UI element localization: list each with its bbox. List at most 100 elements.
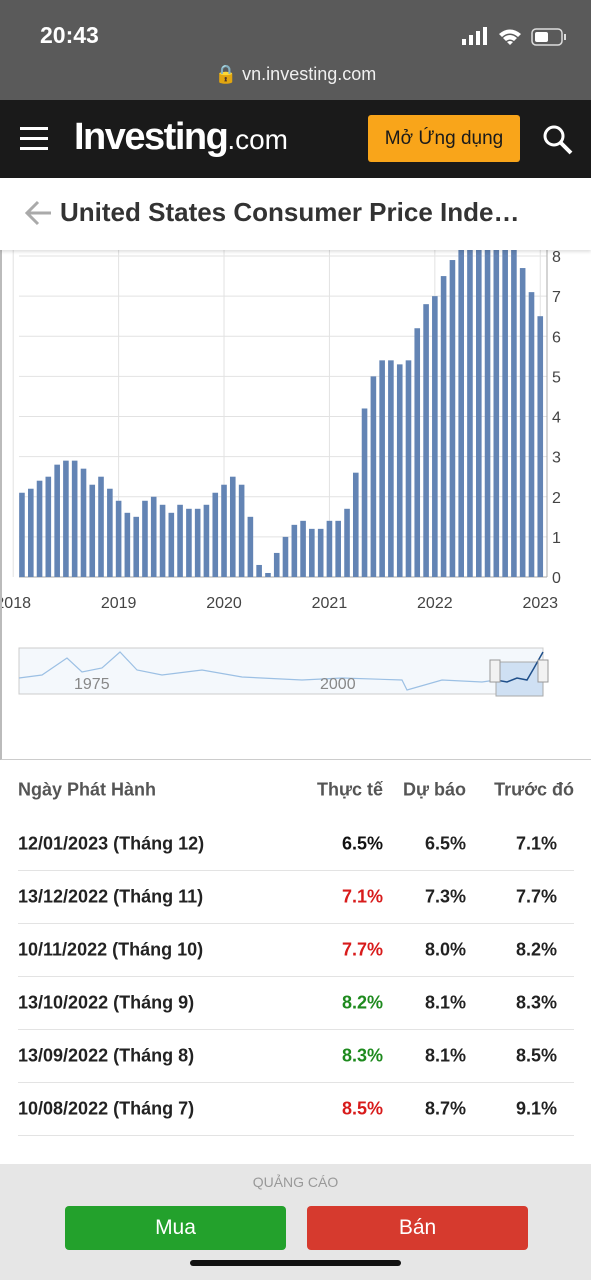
open-app-button[interactable]: Mở Ứng dụng <box>368 115 520 162</box>
bar <box>414 328 421 577</box>
y-tick-label: 4 <box>552 410 561 427</box>
navigator-handle <box>537 659 549 683</box>
date-cell: 13/12/2022 (Tháng 11) <box>18 886 204 907</box>
value-cell: 8.2% <box>341 992 383 1013</box>
value-cell: 7.7% <box>341 939 383 960</box>
table-row: 13/12/2022 (Tháng 11) 7.1% 7.3% 7.7% <box>18 871 574 924</box>
value-cell: 8.5% <box>515 1045 557 1066</box>
value-cell: 8.1% <box>424 1045 466 1066</box>
y-tick-label: 3 <box>552 450 561 467</box>
bar <box>28 488 34 577</box>
home-indicator <box>190 1260 401 1266</box>
bar <box>150 496 157 577</box>
bars <box>19 250 544 577</box>
bar <box>238 484 245 577</box>
bar <box>45 476 52 577</box>
logo-suffix: .com <box>227 124 288 155</box>
y-tick-label: 1 <box>552 530 561 547</box>
table-row: 10/11/2022 (Tháng 10) 7.7% 8.0% 8.2% <box>18 924 574 977</box>
bar <box>229 476 236 577</box>
back-arrow[interactable] <box>24 200 52 226</box>
navigator-label: 1975 <box>74 676 110 693</box>
table-row: 10/08/2022 (Tháng 7) 8.5% 8.7% 9.1% <box>18 1083 574 1136</box>
bar <box>221 484 227 577</box>
bar <box>300 520 306 577</box>
bar <box>89 484 96 577</box>
bar <box>168 512 175 577</box>
value-cell: 7.1% <box>515 833 557 854</box>
bar <box>63 460 69 577</box>
bar <box>194 508 201 577</box>
column-header: Ngày Phát Hành <box>18 779 157 800</box>
navigator-label: 2000 <box>320 676 356 693</box>
value-cell: 8.7% <box>424 1098 466 1119</box>
bar <box>396 364 403 577</box>
bar <box>423 304 429 577</box>
y-tick-label: 0 <box>552 570 561 587</box>
bar <box>159 504 166 577</box>
logo[interactable]: Investing.com <box>74 116 288 159</box>
url-text: vn.investing.com <box>242 64 377 84</box>
logo-text: Investing <box>74 116 229 158</box>
bar <box>71 460 78 577</box>
url[interactable]: 🔒 vn.investing.com <box>214 64 377 84</box>
value-cell: 8.3% <box>515 992 557 1013</box>
x-tick-label: 2021 <box>312 595 348 612</box>
bar <box>326 520 333 577</box>
date-cell: 10/08/2022 (Tháng 7) <box>18 1098 195 1119</box>
sell-button[interactable]: Bán <box>307 1206 528 1250</box>
bar <box>212 492 219 577</box>
date-cell: 13/09/2022 (Tháng 8) <box>18 1045 195 1066</box>
menu-icon[interactable] <box>20 127 50 151</box>
status-bar: 20:43 🔒 vn.investing.com <box>0 0 591 100</box>
y-tick-label: 6 <box>552 329 561 346</box>
bar <box>528 292 535 577</box>
bar <box>475 250 482 577</box>
column-header: Thực tế <box>316 779 383 800</box>
bar <box>344 508 350 577</box>
bar <box>335 520 341 577</box>
bar <box>388 360 394 577</box>
bar <box>493 250 500 577</box>
bar <box>186 508 192 577</box>
bar <box>511 250 517 577</box>
value-cell: 8.1% <box>424 992 466 1013</box>
x-tick-label: 2020 <box>206 595 242 612</box>
bar <box>537 316 544 577</box>
bar <box>432 296 438 577</box>
buy-button[interactable]: Mua <box>65 1206 286 1250</box>
table-row: 13/10/2022 (Tháng 9) 8.2% 8.1% 8.3% <box>18 977 574 1030</box>
navigator-handle <box>489 659 501 683</box>
x-tick-label: 2018 <box>2 595 31 612</box>
chart: 0 1 2 3 4 5 6 7 8 2018 2019 2020 2021 2022 2023 1975 200… <box>0 249 561 697</box>
bar <box>519 268 526 577</box>
x-tick-label: 2023 <box>522 595 558 612</box>
x-tick-label: 2022 <box>417 595 453 612</box>
bar <box>54 464 60 577</box>
chart-box: 0 1 2 3 4 5 6 7 8 2018 2019 2020 2021 2022 2023 1975 200… <box>0 249 591 760</box>
bar <box>273 552 280 577</box>
bar <box>142 500 148 577</box>
table-row: 13/09/2022 (Tháng 8) 8.3% 8.1% 8.5% <box>18 1030 574 1083</box>
bar <box>317 528 324 577</box>
bar <box>440 276 447 577</box>
table-header: Ngày Phát Hành Thực tế Dự báo Trước đó <box>18 762 574 818</box>
x-tick-label: 2019 <box>101 595 137 612</box>
bar <box>98 476 104 577</box>
table-row: 12/01/2023 (Tháng 12) 6.5% 6.5% 7.1% <box>18 818 574 871</box>
value-cell: 8.3% <box>341 1045 383 1066</box>
title-bar: United States Consumer Price Inde… <box>0 178 591 250</box>
value-cell: 7.3% <box>424 886 466 907</box>
site-header: Investing.com Mở Ứng dụng <box>0 100 591 178</box>
bar <box>467 250 473 577</box>
bar <box>265 572 271 577</box>
bar <box>449 260 456 577</box>
search-icon[interactable] <box>542 124 574 156</box>
bar <box>256 564 262 577</box>
bar <box>19 492 25 577</box>
bar <box>291 524 298 577</box>
bar <box>309 528 315 577</box>
y-tick-label: 8 <box>552 250 561 266</box>
bar <box>115 500 122 577</box>
